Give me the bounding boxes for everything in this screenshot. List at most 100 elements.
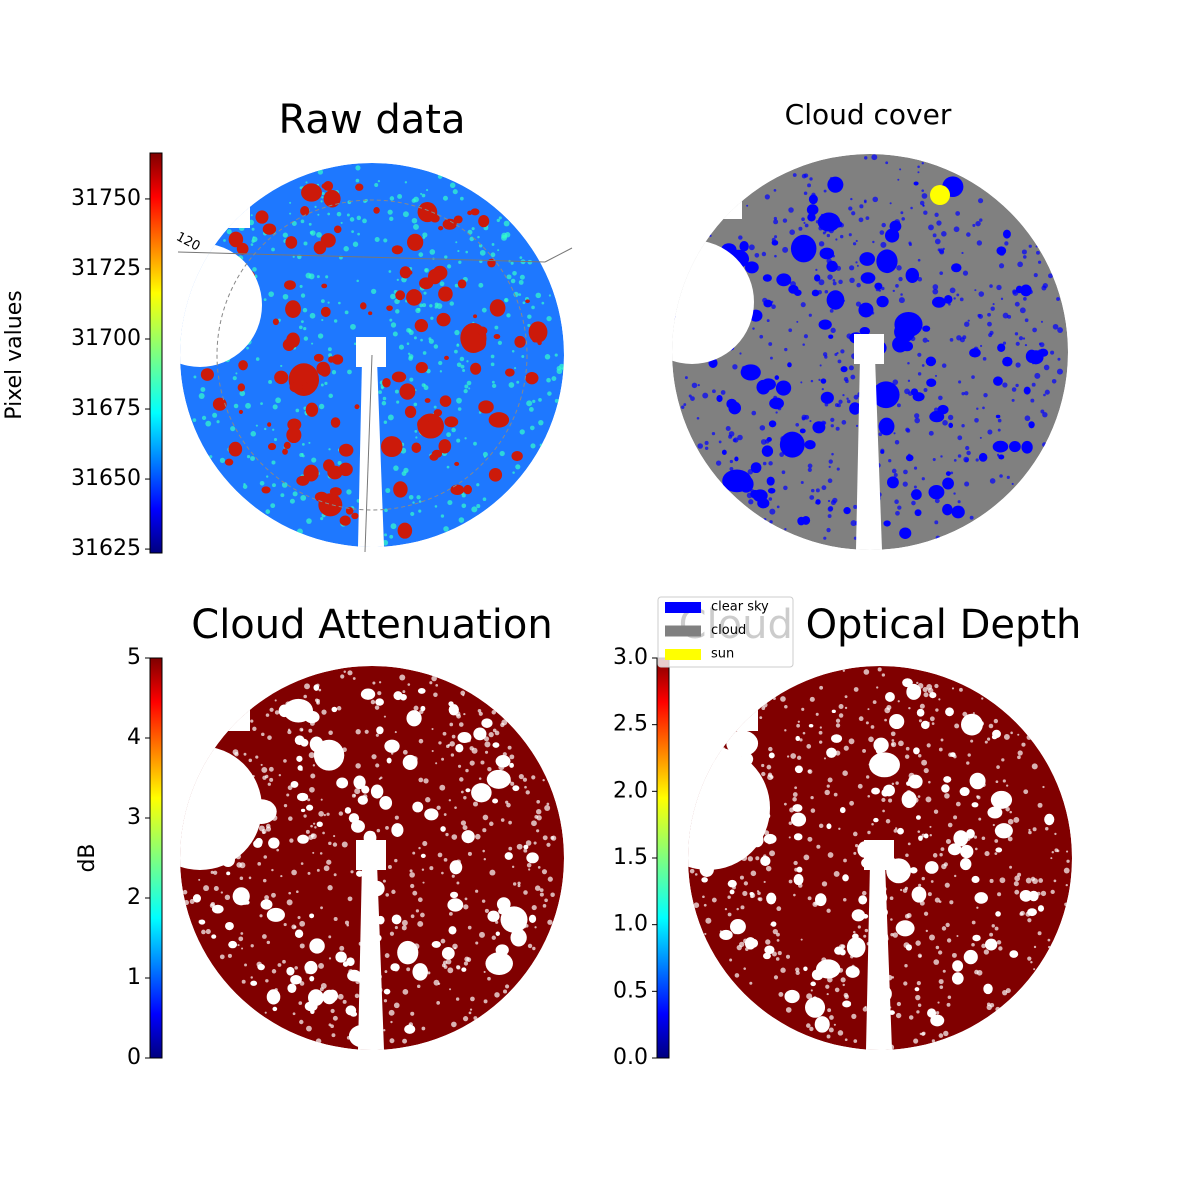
speckle: [957, 435, 963, 441]
speckle: [328, 1023, 332, 1027]
speckle: [907, 362, 910, 365]
speckle: [266, 940, 271, 945]
speckle: [454, 329, 460, 336]
speckle: [288, 816, 293, 821]
speckle: [996, 284, 1002, 291]
speckle: [302, 307, 308, 313]
speckle: [800, 480, 804, 484]
speckle: [975, 458, 979, 462]
speckle: [473, 441, 477, 446]
speckle: [684, 376, 688, 380]
speckle: [1051, 378, 1057, 384]
cloud-blob: [419, 277, 434, 290]
speckle: [402, 749, 408, 755]
speckle: [261, 828, 267, 834]
speckle: [265, 823, 271, 829]
cloud-blob: [880, 449, 885, 454]
speckle: [283, 922, 287, 927]
speckle: [848, 206, 853, 211]
cloud-blob: [859, 326, 871, 336]
speckle: [922, 337, 928, 343]
cloud-blob: [1044, 813, 1055, 826]
speckle: [482, 451, 488, 457]
speckle: [408, 356, 413, 361]
speckle: [312, 764, 316, 767]
speckle: [248, 876, 252, 880]
speckle: [377, 691, 382, 696]
speckle: [1064, 902, 1068, 907]
speckle: [936, 220, 942, 226]
cloud-blob: [1037, 905, 1045, 912]
speckle: [956, 293, 960, 297]
speckle: [498, 216, 502, 220]
speckle: [462, 825, 468, 831]
cloud-blob: [370, 784, 384, 799]
speckle: [320, 983, 327, 989]
speckle: [499, 450, 505, 457]
speckle: [830, 424, 834, 428]
speckle: [504, 984, 510, 989]
speckle: [494, 730, 500, 736]
speckle: [434, 302, 439, 307]
speckle: [205, 929, 211, 935]
speckle: [394, 926, 398, 930]
speckle: [1056, 368, 1063, 375]
speckle: [994, 926, 999, 931]
cloud-blob: [793, 833, 803, 841]
cloud-blob: [360, 302, 367, 310]
cloud-blob: [489, 299, 506, 317]
speckle: [837, 1030, 844, 1036]
speckle: [352, 241, 359, 247]
cloud-blob: [402, 754, 418, 770]
speckle: [801, 217, 805, 221]
cloud-blob: [876, 295, 889, 308]
speckle: [183, 899, 190, 906]
speckle: [892, 379, 899, 385]
speckle: [967, 319, 970, 322]
speckle: [452, 189, 458, 195]
speckle: [807, 463, 813, 469]
speckle: [824, 789, 830, 796]
speckle: [333, 873, 337, 877]
speckle: [941, 231, 947, 237]
speckle: [835, 723, 841, 728]
speckle: [445, 832, 449, 837]
speckle: [940, 847, 945, 852]
speckle: [1023, 297, 1027, 301]
speckle: [1027, 918, 1032, 923]
speckle: [346, 213, 350, 217]
speckle: [526, 862, 532, 868]
speckle: [226, 229, 232, 235]
speckle: [308, 273, 315, 280]
speckle: [997, 418, 1002, 423]
pole-mask: [358, 360, 384, 547]
speckle: [800, 302, 806, 308]
speckle: [523, 890, 528, 895]
speckle: [421, 383, 426, 388]
cloud-blob: [320, 306, 331, 318]
speckle: [976, 240, 983, 246]
cloud-blob: [1038, 348, 1049, 357]
speckle: [1002, 382, 1008, 388]
speckle: [984, 851, 990, 857]
speckle: [855, 424, 859, 428]
cloud-blob: [498, 907, 508, 915]
speckle: [464, 956, 470, 962]
speckle: [265, 509, 271, 514]
speckle: [835, 426, 840, 431]
speckle: [343, 246, 349, 252]
speckle: [245, 402, 251, 409]
speckle: [298, 1001, 303, 1005]
speckle: [311, 342, 314, 345]
speckle: [349, 217, 355, 222]
tick-label: 31700: [71, 326, 141, 351]
speckle: [518, 279, 524, 285]
speckle: [291, 869, 297, 876]
speckle: [402, 690, 406, 694]
cloud-blob: [314, 491, 329, 503]
cloud-blob: [833, 220, 843, 228]
speckle: [862, 1006, 868, 1012]
cloud-blob: [842, 874, 849, 882]
cloud-blob: [906, 683, 922, 700]
speckle: [535, 292, 542, 299]
